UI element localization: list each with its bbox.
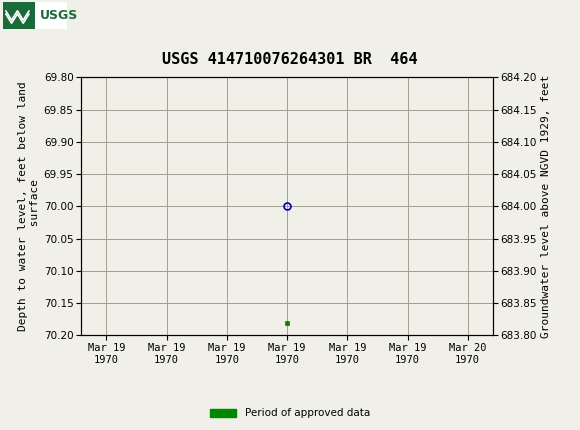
Y-axis label: Groundwater level above NGVD 1929, feet: Groundwater level above NGVD 1929, feet bbox=[541, 75, 552, 338]
Legend: Period of approved data: Period of approved data bbox=[206, 404, 374, 423]
Y-axis label: Depth to water level, feet below land
 surface: Depth to water level, feet below land su… bbox=[18, 82, 39, 331]
Text: USGS 414710076264301 BR  464: USGS 414710076264301 BR 464 bbox=[162, 52, 418, 67]
Text: USGS: USGS bbox=[39, 9, 78, 22]
FancyBboxPatch shape bbox=[3, 2, 35, 29]
FancyBboxPatch shape bbox=[3, 2, 67, 29]
